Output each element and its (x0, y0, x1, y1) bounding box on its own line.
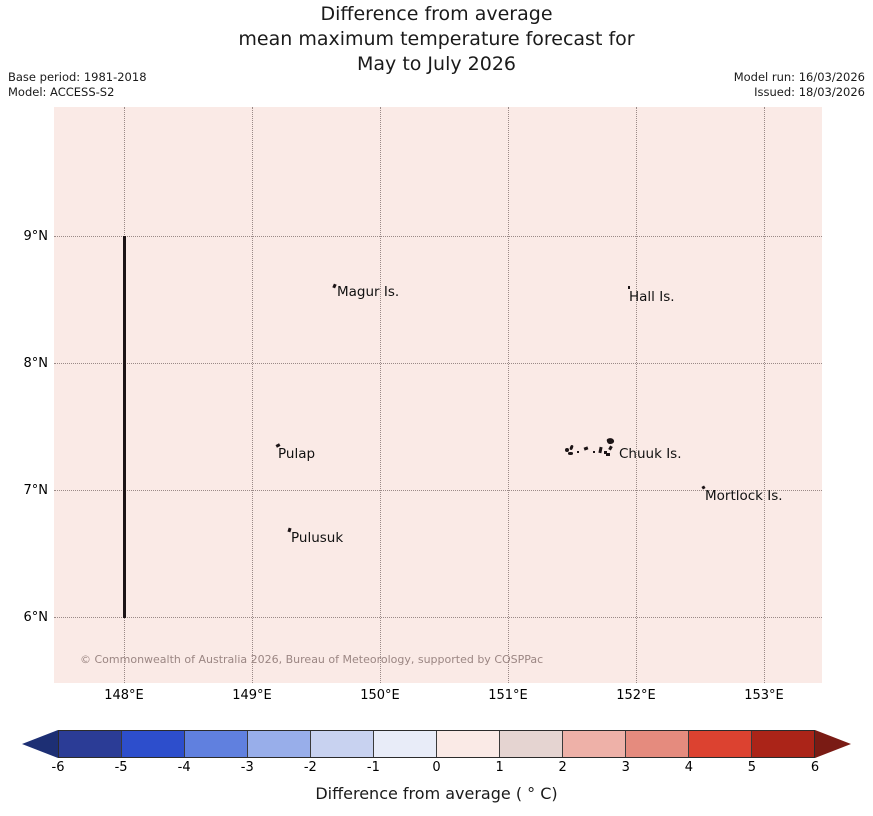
copyright-text: © Commonwealth of Australia 2026, Bureau… (80, 653, 544, 666)
y-tick-label-9n: 9°N (23, 229, 49, 244)
place-label-hall: Hall Is. (629, 289, 675, 305)
colorbar-tick--4: -4 (177, 760, 191, 775)
colorbar-tick-6: 6 (810, 760, 820, 775)
base-period-text: Base period: 1981-2018 (8, 70, 147, 84)
page-title: Difference from average mean maximum tem… (0, 2, 873, 77)
colorbar-tick-2: 2 (558, 760, 567, 775)
gridline-lon-150 (380, 107, 381, 683)
colorbar-tick-3: 3 (621, 760, 630, 775)
y-tick-label-6n: 6°N (23, 610, 49, 625)
place-label-pulap: Pulap (278, 446, 316, 462)
title-line-2: mean maximum temperature forecast for (238, 28, 635, 50)
colorbar-band-10 (689, 731, 752, 757)
place-label-pulusuk: Pulusuk (291, 530, 344, 546)
y-tick-label-7n: 7°N (23, 483, 49, 498)
x-tick-label-149e: 149°E (232, 688, 272, 703)
colorbar-band-5 (374, 731, 437, 757)
colorbar-band-3 (248, 731, 311, 757)
colorbar-tick-1: 1 (495, 760, 504, 775)
gridline-lon-149 (252, 107, 253, 683)
gridline-lat-8 (54, 363, 822, 364)
colorbar-tick--6: -6 (51, 760, 65, 775)
colorbar-band-9 (626, 731, 689, 757)
colorbar-band-6 (437, 731, 500, 757)
island-cluster-chuuk (565, 435, 621, 463)
x-tick-label-153e: 153°E (744, 688, 784, 703)
gridline-lon-151 (508, 107, 509, 683)
colorbar-band-4 (311, 731, 374, 757)
colorbar-tick-5: 5 (747, 760, 757, 775)
island-marker-hall (628, 286, 630, 289)
island-marker-chuuk-a (565, 448, 569, 452)
gridline-lon-152 (636, 107, 637, 683)
model-text: Model: ACCESS-S2 (8, 85, 115, 99)
metadata-left: Base period: 1981-2018 Model: ACCESS-S2 (8, 70, 147, 100)
y-tick-label-8n: 8°N (23, 356, 49, 371)
island-marker-chuuk-k (606, 453, 610, 456)
x-tick-label-148e: 148°E (104, 688, 144, 703)
island-marker-chuuk-b (569, 444, 574, 451)
island-marker-chuuk-g (598, 446, 603, 454)
place-label-mortlock: Mortlock Is. (705, 488, 783, 504)
colorbar-tick--5: -5 (114, 760, 128, 775)
title-line-3: May to July 2026 (357, 53, 516, 75)
place-label-magur: Magur Is. (337, 284, 400, 300)
colorbar-band-2 (185, 731, 248, 757)
colorbar-extend-high-arrow (815, 730, 851, 758)
gridline-lat-7 (54, 490, 822, 491)
island-marker-chuuk-h (604, 451, 607, 454)
title-line-1: Difference from average (320, 3, 553, 25)
colorbar: -6 -5 -4 -3 -2 -1 0 1 2 3 4 5 6 Difference from aver… (0, 724, 873, 816)
gridline-lon-153 (764, 107, 765, 683)
colorbar-band-1 (122, 731, 185, 757)
island-marker-chuuk-d (577, 451, 579, 453)
gridline-lat-9 (54, 236, 822, 237)
model-run-text: Model run: 16/03/2026 (733, 70, 865, 84)
colorbar-bands (58, 730, 815, 758)
x-tick-label-150e: 150°E (360, 688, 400, 703)
map-plot-area[interactable]: Magur Is. Hall Is. Pulap Chuuk Is. Mortl… (54, 107, 822, 683)
colorbar-band-0 (59, 731, 122, 757)
island-marker-chuuk-e (583, 446, 589, 451)
island-marker-chuuk-i (606, 437, 615, 445)
x-tick-label-151e: 151°E (488, 688, 528, 703)
colorbar-band-11 (752, 731, 814, 757)
colorbar-band-8 (563, 731, 626, 757)
colorbar-tick-4: 4 (684, 760, 693, 775)
gridline-lat-6 (54, 617, 822, 618)
x-tick-label-152e: 152°E (616, 688, 656, 703)
colorbar-band-7 (500, 731, 563, 757)
colorbar-tick--2: -2 (303, 760, 317, 775)
colorbar-axis-label: Difference from average ( ° C) (315, 784, 558, 803)
island-marker-chuuk-c (568, 452, 573, 455)
place-label-chuuk: Chuuk Is. (619, 446, 682, 462)
island-marker-chuuk-f (593, 451, 595, 453)
metadata-right: Model run: 16/03/2026 Issued: 18/03/2026 (734, 70, 865, 100)
colorbar-extend-low-arrow (22, 730, 58, 758)
colorbar-tick--1: -1 (366, 760, 380, 775)
issued-text: Issued: 18/03/2026 (754, 85, 865, 99)
island-marker-chuuk-j (608, 445, 613, 451)
boundary-meridian-line (123, 236, 126, 618)
colorbar-tick--3: -3 (240, 760, 254, 775)
colorbar-tick-0: 0 (432, 760, 441, 775)
